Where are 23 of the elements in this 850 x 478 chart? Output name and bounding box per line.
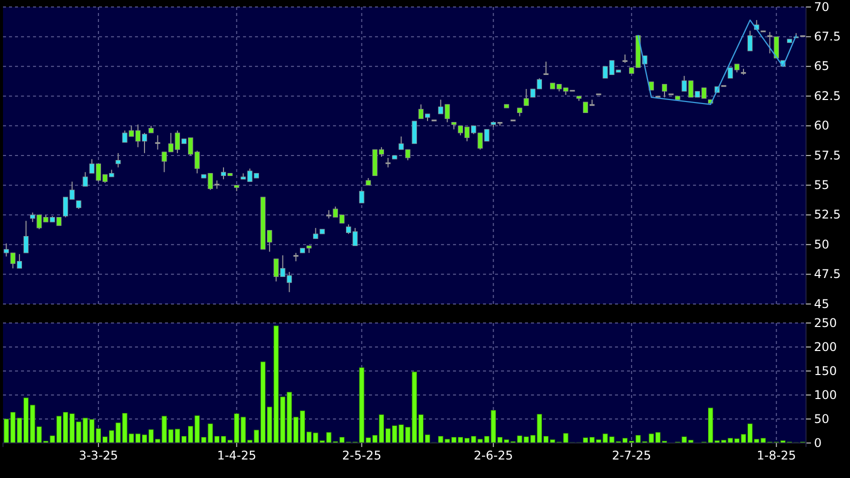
y-tick-label: 50 xyxy=(814,237,830,252)
y-tick-label: 52.5 xyxy=(814,208,841,222)
y-tick-label: 65 xyxy=(814,59,830,74)
y-tick-label: 47.5 xyxy=(814,267,841,282)
x-tick-label: 1-4-25 xyxy=(217,448,256,463)
x-tick-label: 2-6-25 xyxy=(474,448,513,463)
x-tick-label: 3-3-25 xyxy=(78,448,118,463)
y-tick-label: 150 xyxy=(814,364,837,378)
y-tick-label: 250 xyxy=(814,316,837,330)
y-tick-label: 100 xyxy=(814,388,837,402)
y-tick-label: 60 xyxy=(814,118,830,133)
y-tick-label: 45 xyxy=(814,296,830,311)
y-tick-label: 200 xyxy=(814,340,837,354)
x-tick-label: 1-8-25 xyxy=(756,448,796,463)
y-tick-label: 55 xyxy=(814,178,830,192)
y-tick-label: 62.5 xyxy=(814,88,841,103)
y-tick-label: 57.5 xyxy=(814,148,841,162)
y-tick-label: 0 xyxy=(814,436,822,450)
y-tick-label: 67.5 xyxy=(814,30,841,44)
x-tick-label: 2-7-25 xyxy=(612,448,652,463)
y-tick-label: 70 xyxy=(814,0,830,14)
y-tick-label: 50 xyxy=(814,412,830,426)
x-tick-label: 2-5-25 xyxy=(342,448,382,463)
